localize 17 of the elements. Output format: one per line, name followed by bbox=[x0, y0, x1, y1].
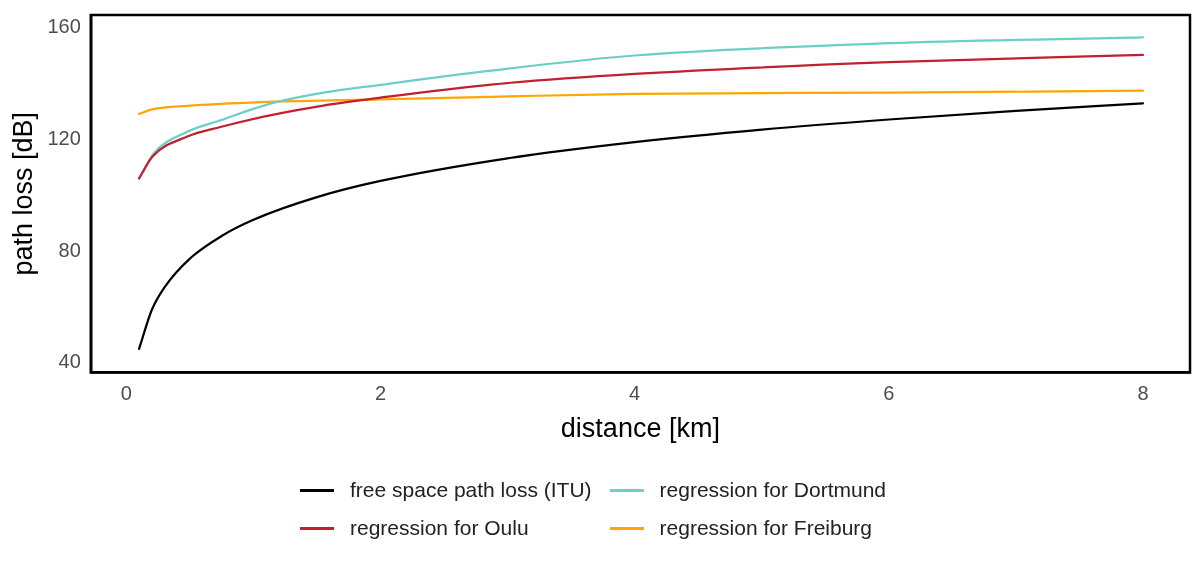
x-tick-label: 0 bbox=[120, 382, 132, 405]
y-tick-label: 40 bbox=[58, 350, 81, 373]
y-tick-label: 80 bbox=[58, 238, 81, 261]
legend-label: regression for Freiburg bbox=[659, 516, 873, 540]
line-series bbox=[137, 89, 1145, 115]
x-tick-label: 4 bbox=[629, 382, 641, 405]
x-tick-label: 6 bbox=[883, 382, 895, 405]
legend-label: free space path loss (ITU) bbox=[350, 478, 592, 502]
line-series bbox=[137, 102, 1145, 350]
x-tick-label: 2 bbox=[374, 382, 387, 405]
legend-label: regression for Dortmund bbox=[659, 478, 887, 502]
legend-label: regression for Oulu bbox=[350, 516, 529, 540]
y-tick-label: 160 bbox=[47, 15, 81, 38]
y-tick-label: 120 bbox=[47, 126, 81, 149]
y-axis-title: path loss [dB] bbox=[7, 112, 38, 276]
x-axis-title: distance [km] bbox=[560, 413, 720, 444]
x-tick-label: 8 bbox=[1137, 382, 1149, 405]
